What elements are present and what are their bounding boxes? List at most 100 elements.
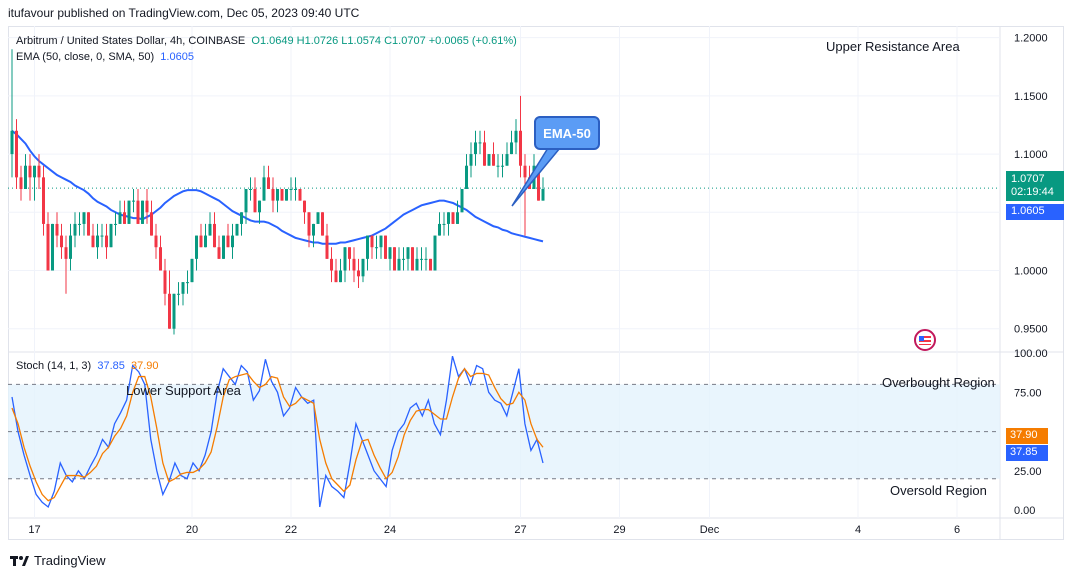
stoch-k-badge-value: 37.85 xyxy=(1010,446,1038,458)
candle-body xyxy=(19,177,23,189)
candle-body xyxy=(298,189,302,201)
candle xyxy=(37,154,41,189)
candle-body xyxy=(519,130,522,166)
candle-body xyxy=(321,212,324,236)
stoch-label: Stoch (14, 1, 3) xyxy=(16,360,92,372)
candle-body xyxy=(172,293,176,329)
candle xyxy=(69,223,72,271)
candle-body xyxy=(451,212,455,224)
candle-body xyxy=(136,200,140,224)
time-tick-label: 20 xyxy=(186,524,198,536)
candle-body xyxy=(501,165,504,167)
candle xyxy=(24,154,27,189)
candle-body xyxy=(64,247,68,259)
candle xyxy=(199,223,203,248)
candle-body xyxy=(208,223,212,236)
candle xyxy=(114,212,117,236)
candle-body xyxy=(109,223,113,248)
candle-body xyxy=(357,270,360,277)
candle-body xyxy=(69,235,72,259)
candle-body xyxy=(433,235,437,271)
candle-body xyxy=(199,235,203,248)
candle-body xyxy=(231,235,234,248)
candle-body xyxy=(217,247,221,259)
candle xyxy=(510,130,513,155)
candle xyxy=(442,212,446,236)
ema-line xyxy=(11,129,544,245)
candle-body xyxy=(541,189,545,201)
candle xyxy=(334,258,338,283)
candle xyxy=(10,49,14,178)
candle xyxy=(168,270,171,329)
chart-frame[interactable] xyxy=(8,26,1064,540)
candle-body xyxy=(393,247,396,271)
candle xyxy=(298,189,302,201)
candle-body xyxy=(213,223,216,248)
us-flag-icon[interactable] xyxy=(914,329,936,351)
candle-body xyxy=(406,247,410,259)
candle-body xyxy=(438,223,441,236)
candle xyxy=(172,293,176,335)
candle xyxy=(262,165,266,201)
candle xyxy=(420,247,423,271)
candle xyxy=(235,223,239,236)
candle-body xyxy=(397,258,401,271)
candle xyxy=(325,223,329,259)
candle xyxy=(163,258,167,306)
candle xyxy=(519,95,522,178)
candle-body xyxy=(316,212,320,224)
candle xyxy=(258,200,261,224)
candle xyxy=(96,223,99,259)
candle xyxy=(352,247,356,283)
stoch-legend: Stoch (14, 1, 3) 37.85 37.90 xyxy=(16,360,159,372)
candle-body xyxy=(447,212,450,224)
candle xyxy=(132,189,135,213)
ema-price-badge: 1.0605 xyxy=(1006,204,1064,220)
candle xyxy=(501,154,504,178)
price-tick-label: 1.2000 xyxy=(1014,33,1048,45)
candle-body xyxy=(510,142,513,155)
candle xyxy=(105,223,108,259)
candle xyxy=(186,270,189,294)
candle-body xyxy=(262,177,266,201)
candle xyxy=(402,247,405,271)
stoch-tick-label: 0.00 xyxy=(1014,505,1035,517)
candle-body xyxy=(267,177,270,189)
candle xyxy=(321,212,324,236)
candle-body xyxy=(235,223,239,236)
candle xyxy=(190,258,194,283)
candle-body xyxy=(24,165,27,189)
candle xyxy=(330,247,333,283)
candle xyxy=(226,223,230,248)
candle-body xyxy=(33,165,36,178)
footer-brand[interactable]: TradingView xyxy=(10,553,106,568)
time-tick-label: 27 xyxy=(514,524,526,536)
candle-body xyxy=(154,235,158,248)
candle xyxy=(280,189,284,201)
candle-body xyxy=(195,235,198,259)
candle xyxy=(496,154,500,178)
candle xyxy=(460,189,464,213)
candle xyxy=(343,247,347,283)
candlestick-series xyxy=(10,49,562,335)
candle xyxy=(82,212,86,236)
candle xyxy=(33,165,36,201)
candle xyxy=(397,247,401,271)
candle-body xyxy=(379,235,383,248)
candle-body xyxy=(429,258,432,271)
candle xyxy=(541,177,545,201)
symbol-legend: Arbitrum / United States Dollar, 4h, COI… xyxy=(16,35,517,47)
candle-body xyxy=(442,223,446,225)
candle-body xyxy=(523,165,527,178)
candle-body xyxy=(123,212,126,224)
candle-body xyxy=(370,235,374,248)
candle-body xyxy=(537,165,540,201)
stoch-d-line xyxy=(11,367,544,502)
candle xyxy=(447,212,450,236)
candle-body xyxy=(366,235,369,259)
candle xyxy=(276,189,279,213)
oversold-label: Oversold Region xyxy=(890,483,987,498)
candle xyxy=(141,200,144,224)
candle xyxy=(46,212,50,271)
